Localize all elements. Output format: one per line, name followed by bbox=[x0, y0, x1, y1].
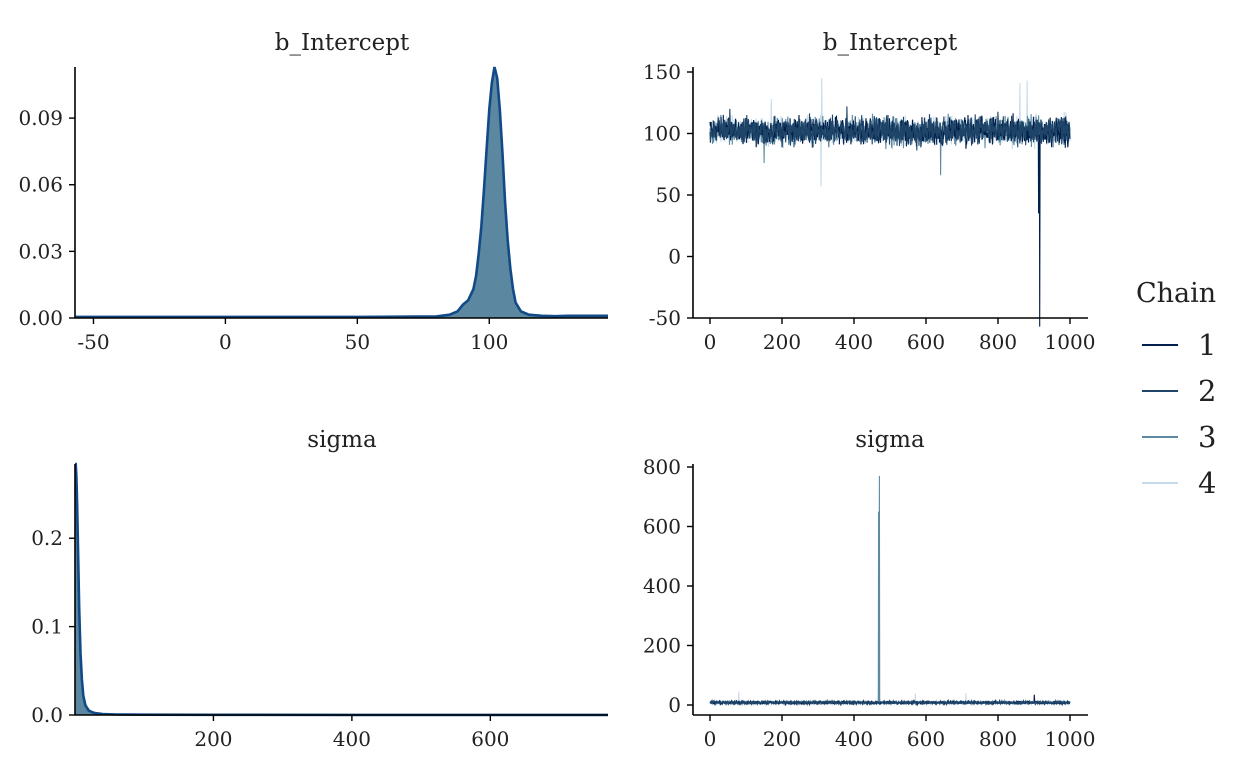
legend-title: Chain bbox=[1136, 278, 1216, 309]
y-tick-label: 50 bbox=[656, 183, 681, 207]
x-tick-label: 600 bbox=[471, 727, 509, 751]
x-tick-label: 1000 bbox=[1045, 727, 1096, 751]
y-tick-label: 150 bbox=[643, 60, 681, 84]
y-tick-label: 400 bbox=[643, 574, 681, 598]
x-tick-label: 600 bbox=[907, 330, 945, 354]
y-tick-label: 200 bbox=[643, 634, 681, 658]
y-tick-label: 0.0 bbox=[31, 703, 63, 727]
x-tick-label: 200 bbox=[194, 727, 232, 751]
x-tick-label: 400 bbox=[835, 727, 873, 751]
x-tick-label: 400 bbox=[835, 330, 873, 354]
x-tick-label: 0 bbox=[704, 330, 717, 354]
x-tick-label: 50 bbox=[345, 330, 370, 354]
tick-group: -50 0 50 100 0.00 0.03 0.06 0.09 bbox=[18, 106, 508, 354]
density-area bbox=[75, 67, 608, 318]
panel-title: b_Intercept bbox=[275, 30, 410, 56]
y-tick-label: 0 bbox=[668, 693, 681, 717]
x-tick-label: 400 bbox=[333, 727, 371, 751]
y-tick-label: 0.06 bbox=[18, 173, 63, 197]
x-tick-label: 800 bbox=[979, 330, 1017, 354]
y-tick-label: 0.09 bbox=[18, 106, 63, 130]
y-tick-label: 100 bbox=[643, 122, 681, 146]
legend-item-1: 1 bbox=[1142, 328, 1216, 362]
panel-trace-sigma: sigma 0 200 400 600 800 1000 0 200 400 600 800 bbox=[643, 427, 1096, 751]
x-tick-label: 600 bbox=[907, 727, 945, 751]
panel-density-b-intercept: b_Intercept -50 0 50 100 0.00 0.03 0.06 0.09 bbox=[18, 30, 608, 354]
legend-item-3: 3 bbox=[1142, 420, 1216, 454]
legend: Chain 1 2 3 4 bbox=[1136, 278, 1216, 500]
panel-density-sigma: sigma 200 400 600 0.0 0.1 0.2 bbox=[31, 427, 608, 751]
legend-label: 2 bbox=[1198, 374, 1216, 408]
legend-label: 4 bbox=[1198, 466, 1216, 500]
x-tick-label: 800 bbox=[979, 727, 1017, 751]
panel-trace-b-intercept: b_Intercept 0 200 400 600 800 1000 -50 0 50 100 15… bbox=[643, 30, 1096, 354]
panel-title: sigma bbox=[307, 427, 377, 453]
y-tick-label: 0.2 bbox=[31, 526, 63, 550]
x-tick-label: 0 bbox=[219, 330, 232, 354]
tick-group: 0 200 400 600 800 1000 0 200 400 600 800 bbox=[643, 455, 1096, 751]
plot-area bbox=[709, 475, 1071, 707]
y-tick-label: 0.00 bbox=[18, 306, 63, 330]
density-line bbox=[75, 66, 608, 319]
plot-area bbox=[709, 78, 1071, 327]
legend-item-4: 4 bbox=[1142, 466, 1216, 500]
trace-line-chain-3 bbox=[709, 475, 1071, 707]
tick-group: 200 400 600 0.0 0.1 0.2 bbox=[31, 526, 509, 751]
y-tick-label: 600 bbox=[643, 515, 681, 539]
trace-line-chain-2 bbox=[709, 106, 1071, 151]
tick-group: 0 200 400 600 800 1000 -50 0 50 100 150 bbox=[643, 60, 1096, 354]
y-tick-label: 0.03 bbox=[18, 239, 63, 263]
plot-area bbox=[75, 66, 608, 319]
y-tick-label: -50 bbox=[649, 306, 681, 330]
density-area bbox=[75, 464, 608, 715]
panel-title: sigma bbox=[855, 427, 925, 453]
legend-label: 1 bbox=[1198, 328, 1216, 362]
x-tick-label: 100 bbox=[470, 330, 508, 354]
x-tick-label: 0 bbox=[704, 727, 717, 751]
trace-line-chain-2 bbox=[709, 698, 1071, 707]
y-tick-label: 0.1 bbox=[31, 615, 63, 639]
density-line bbox=[74, 462, 608, 717]
legend-item-2: 2 bbox=[1142, 374, 1216, 408]
legend-label: 3 bbox=[1198, 420, 1216, 454]
plot-area bbox=[74, 462, 608, 717]
x-tick-label: 200 bbox=[763, 727, 801, 751]
panel-title: b_Intercept bbox=[823, 30, 958, 56]
x-tick-label: -50 bbox=[77, 330, 109, 354]
x-tick-label: 200 bbox=[763, 330, 801, 354]
y-tick-label: 0 bbox=[668, 245, 681, 269]
x-tick-label: 1000 bbox=[1045, 330, 1096, 354]
y-tick-label: 800 bbox=[643, 455, 681, 479]
